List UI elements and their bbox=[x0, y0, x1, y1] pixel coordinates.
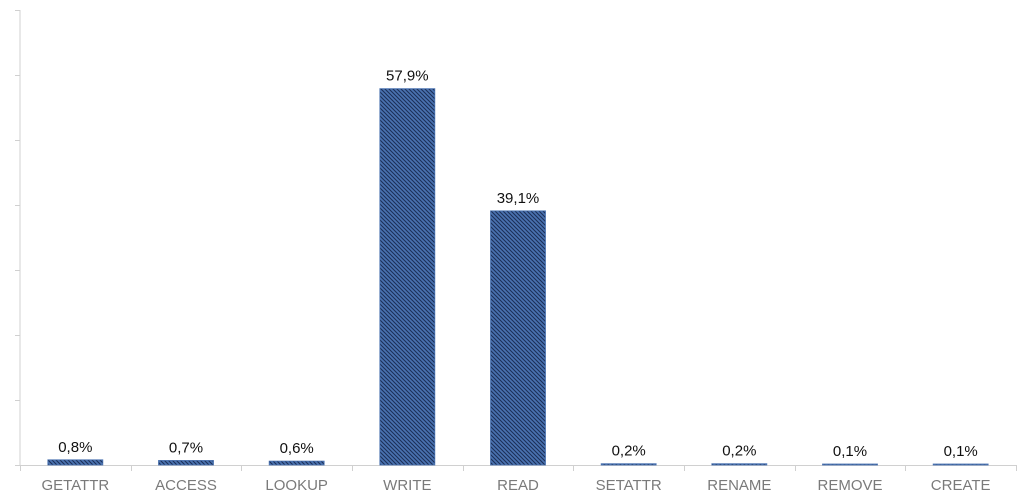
bar-rename bbox=[711, 463, 768, 466]
x-axis bbox=[20, 465, 1017, 471]
bar-remove bbox=[822, 463, 878, 466]
bars bbox=[47, 88, 989, 466]
value-label-read: 39,1% bbox=[497, 190, 540, 207]
category-labels: GETATTR ACCESS LOOKUP WRITE READ SETATTR RENAM… bbox=[41, 477, 990, 494]
category-label-lookup: LOOKUP bbox=[265, 477, 328, 494]
value-label-remove: 0,1% bbox=[833, 443, 867, 460]
y-axis bbox=[15, 10, 21, 466]
value-label-write: 57,9% bbox=[386, 68, 429, 85]
value-label-setattr: 0,2% bbox=[612, 443, 646, 460]
value-label-rename: 0,2% bbox=[722, 443, 756, 460]
bar-getattr bbox=[47, 459, 104, 466]
bar-create bbox=[932, 463, 989, 466]
value-label-access: 0,7% bbox=[169, 439, 203, 456]
bar-read bbox=[490, 210, 546, 466]
value-label-lookup: 0,6% bbox=[280, 440, 314, 457]
value-labels: 0,8% 0,7% 0,6% 57,9% 39,1% 0,2% 0,2% 0,1% 0,1% bbox=[58, 68, 978, 460]
bar-write bbox=[379, 88, 436, 466]
category-label-create: CREATE bbox=[931, 477, 991, 494]
category-label-write: WRITE bbox=[383, 477, 431, 494]
bar-setattr bbox=[600, 463, 657, 466]
value-label-getattr: 0,8% bbox=[58, 439, 92, 456]
category-label-read: READ bbox=[497, 477, 539, 494]
bar-access bbox=[158, 460, 214, 466]
category-label-remove: REMOVE bbox=[817, 477, 882, 494]
category-label-access: ACCESS bbox=[155, 477, 217, 494]
category-label-rename: RENAME bbox=[707, 477, 771, 494]
category-label-setattr: SETATTR bbox=[596, 477, 662, 494]
category-label-getattr: GETATTR bbox=[41, 477, 109, 494]
value-label-create: 0,1% bbox=[944, 443, 978, 460]
bar-lookup bbox=[268, 460, 325, 466]
